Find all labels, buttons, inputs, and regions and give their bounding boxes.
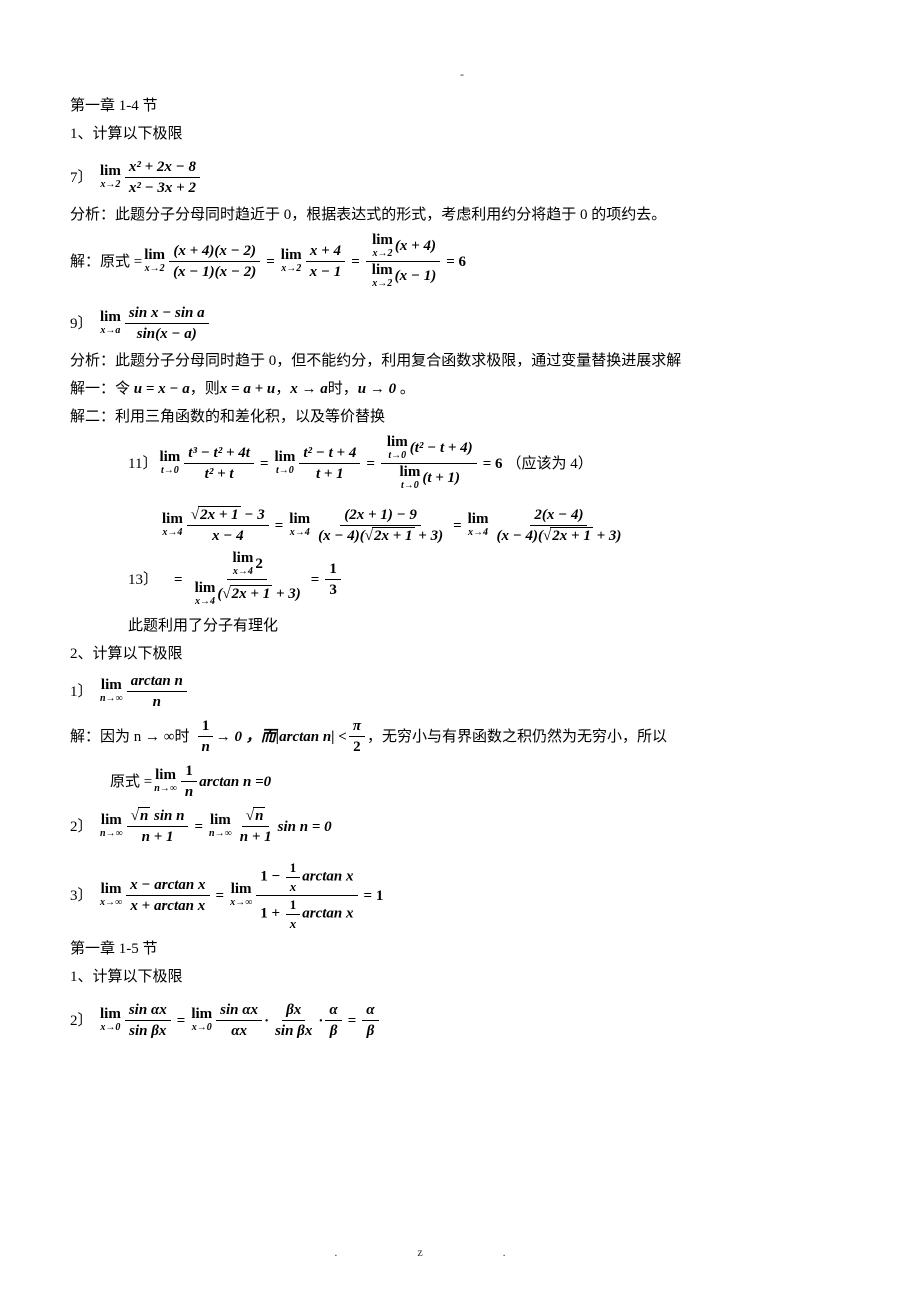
fraction: 2(x − 4) (x − 4)(√2x + 1 + 3) (492, 506, 625, 545)
problem-7: 7〕 limx→2 x² + 2x − 8 x² − 3x + 2 (70, 158, 850, 197)
problem-13-line2: 13〕 = limx→42 limx→4(√2x + 1 + 3) = 13 (128, 551, 850, 608)
fraction: limx→2(x + 4) limx→2(x − 1) (366, 233, 440, 290)
fraction: sin αxsin βx (125, 1001, 171, 1040)
solution-2-1-line1: 解：因为 n → ∞时 1n → 0 ，而|arctan n| < π2 ，无穷… (70, 717, 850, 756)
fraction: 1n (181, 762, 197, 801)
lim-symbol: limx→0 (100, 1007, 121, 1034)
solution-text: 解一：令 u = x − a，则x = a + u，x → a时，u → 0 。 (70, 377, 850, 401)
header-dash: - (460, 65, 464, 84)
solution-prefix: 解：因为 n → ∞时 (70, 725, 189, 749)
footer-dot: . (334, 1245, 417, 1259)
problem-2-2: 2〕 limn→∞ √n sin n n + 1 = limn→∞ √n n +… (70, 807, 850, 846)
lim-symbol: limn→∞ (100, 678, 123, 705)
solution-7: 解：原式 = limx→2 (x + 4)(x − 2)(x − 1)(x − … (70, 233, 850, 290)
lim-symbol: limt→0 (275, 450, 296, 477)
analysis-text: 分析：此题分子分母同时趋于 0，但不能约分，利用复合函数求极限，通过变量替换进展… (70, 349, 850, 373)
fraction: x² + 2x − 8 x² − 3x + 2 (125, 158, 200, 197)
page: - 第一章 1-4 节 1、计算以下极限 7〕 limx→2 x² + 2x −… (0, 0, 920, 1302)
fraction: π2 (349, 717, 365, 756)
lim-symbol: limn→∞ (154, 768, 177, 795)
lim-symbol: limt→0 (159, 450, 180, 477)
inline-text: ，无穷小与有界函数之积仍然为无穷小，所以 (367, 725, 667, 749)
fraction: (x + 4)(x − 2)(x − 1)(x − 2) (169, 242, 260, 281)
fraction: sin αxαx (216, 1001, 262, 1040)
problem-3-2: 2〕 limx→0 sin αxsin βx = limx→0 sin αxαx… (70, 1001, 850, 1040)
fraction: (2x + 1) − 9 (x − 4)(√2x + 1 + 3) (314, 506, 447, 545)
problem-label: 2〕 (70, 1009, 98, 1033)
problem-label: 13〕 (128, 568, 158, 592)
solution-prefix: 原式 = (110, 770, 152, 794)
section-title: 第一章 1-5 节 (70, 937, 850, 961)
footer-z: z. (417, 1245, 585, 1259)
lim-symbol: limx→0 (191, 1007, 212, 1034)
question-title: 2、计算以下极限 (70, 642, 850, 666)
inline-text: arctan n =0 (199, 770, 271, 794)
solution-prefix: 解：原式 = (70, 250, 142, 274)
fraction: αβ (325, 1001, 341, 1040)
problem-11: 11〕 limt→0 t³ − t² + 4tt² + t = limt→0 t… (128, 435, 850, 492)
problem-label: 1〕 (70, 680, 98, 704)
fraction: limx→42 limx→4(√2x + 1 + 3) (189, 551, 305, 608)
fraction: t³ − t² + 4tt² + t (184, 444, 254, 483)
lim-symbol: limn→∞ (209, 813, 232, 840)
lim-symbol: limx→∞ (230, 882, 252, 909)
problem-label: 9〕 (70, 312, 98, 336)
problem-label: 3〕 (70, 884, 98, 908)
analysis-text: 分析：此题分子分母同时趋近于 0，根据表达式的形式，考虑利用约分将趋于 0 的项… (70, 203, 850, 227)
problem-2-1: 1〕 limn→∞ arctan nn (70, 672, 850, 711)
solution-2-1-line2: 原式 = limn→∞ 1n arctan n =0 (110, 762, 850, 801)
problem-label: 2〕 (70, 815, 98, 839)
fraction: arctan nn (127, 672, 187, 711)
lim-symbol: limx→4 (289, 512, 310, 539)
fraction: sin x − sin asin(x − a) (125, 304, 209, 343)
lim-symbol: limn→∞ (100, 813, 123, 840)
problem-13-line1: limx→4 √2x + 1 − 3 x − 4 = limx→4 (2x + … (160, 506, 850, 545)
fraction: αβ (362, 1001, 378, 1040)
fraction: x + 4x − 1 (306, 242, 346, 281)
lim-symbol: limx→2 (100, 164, 121, 191)
fraction: 1 − 1xarctan x 1 + 1xarctan x (256, 860, 357, 931)
lim-symbol: limx→4 (468, 512, 489, 539)
section-title: 第一章 1-4 节 (70, 94, 850, 118)
note-text: 此题利用了分子有理化 (128, 614, 850, 638)
fraction: √2x + 1 − 3 x − 4 (187, 506, 269, 545)
problem-2-3: 3〕 limx→∞ x − arctan xx + arctan x = lim… (70, 860, 850, 931)
fraction: βxsin βx (271, 1001, 316, 1040)
lim-symbol: limx→2 (281, 248, 302, 275)
lim-symbol: limx→∞ (100, 882, 122, 909)
fraction: t² − t + 4t + 1 (299, 444, 360, 483)
inline-text: → 0 ，而|arctan n| < (216, 725, 347, 749)
problem-label: 11〕 (128, 452, 157, 476)
lim-symbol: limx→4 (162, 512, 183, 539)
fraction: 13 (325, 560, 341, 599)
lim-symbol: limx→a (100, 310, 121, 337)
fraction: √n sin n n + 1 (127, 807, 189, 846)
fraction: √n n + 1 (236, 807, 276, 846)
fraction: limt→0(t² − t + 4) limt→0(t + 1) (381, 435, 477, 492)
solution-text: 解二：利用三角函数的和差化积，以及等价替换 (70, 405, 850, 429)
question-title: 1、计算以下极限 (70, 965, 850, 989)
fraction: x − arctan xx + arctan x (126, 876, 209, 915)
fraction: 1n (197, 717, 213, 756)
page-footer: .z. (0, 1243, 920, 1262)
problem-label: 7〕 (70, 166, 98, 190)
note-text: （应该为 4） (507, 452, 593, 476)
question-title: 1、计算以下极限 (70, 122, 850, 146)
inline-text: sin n = 0 (278, 815, 332, 839)
problem-9: 9〕 limx→a sin x − sin asin(x − a) (70, 304, 850, 343)
lim-symbol: limx→2 (144, 248, 165, 275)
